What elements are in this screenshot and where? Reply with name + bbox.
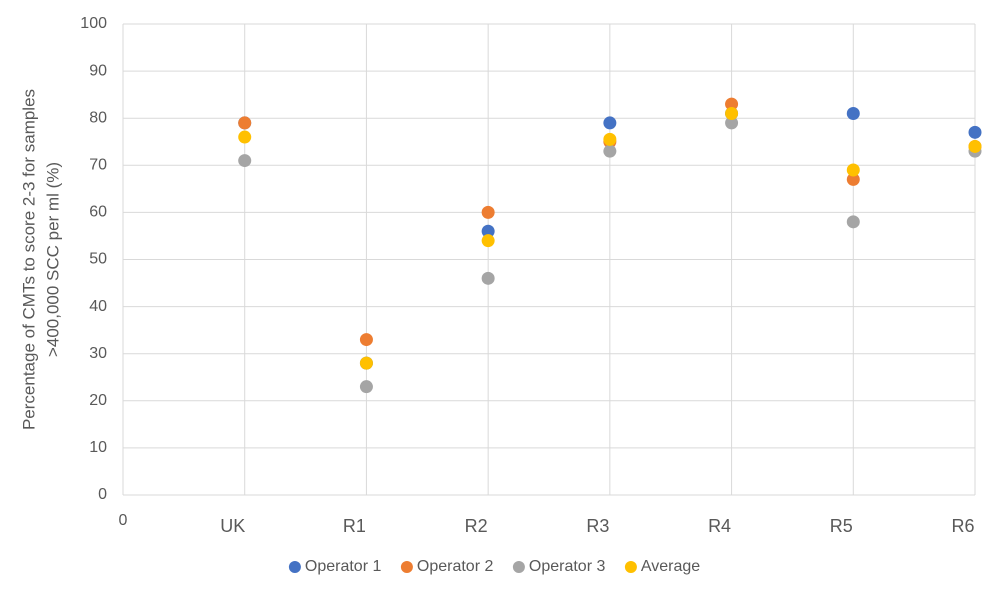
x-tick-label: R5 xyxy=(830,516,853,536)
legend-label: Operator 3 xyxy=(529,558,606,575)
data-point xyxy=(603,132,617,146)
data-point xyxy=(238,116,252,130)
x-tick-label: 0 xyxy=(119,512,128,529)
y-tick-label: 10 xyxy=(89,439,107,456)
y-tick-label: 80 xyxy=(89,109,107,126)
legend-marker xyxy=(400,561,413,573)
data-point xyxy=(968,125,982,139)
data-point xyxy=(725,97,739,111)
legend-marker xyxy=(288,561,301,573)
y-axis-label: Percentage of CMTs to score 2-3 for samp… xyxy=(19,89,38,430)
data-point xyxy=(603,116,617,130)
legend-label: Operator 1 xyxy=(305,558,382,575)
y-tick-label: 0 xyxy=(98,486,107,503)
data-point xyxy=(725,116,739,130)
y-tick-label: 70 xyxy=(89,157,107,174)
data-point xyxy=(481,271,495,285)
data-point xyxy=(481,234,495,248)
data-point xyxy=(238,154,252,168)
data-point xyxy=(359,356,373,370)
data-point xyxy=(238,130,252,144)
data-point xyxy=(725,106,739,120)
legend-marker xyxy=(512,561,525,573)
x-tick-label: R6 xyxy=(951,516,974,536)
data-point xyxy=(846,163,860,177)
legend-label: Average xyxy=(641,558,700,575)
y-tick-label: 30 xyxy=(89,345,107,362)
data-point xyxy=(603,144,617,158)
data-point xyxy=(846,106,860,120)
data-point xyxy=(359,380,373,394)
y-tick-label: 100 xyxy=(80,15,107,32)
x-tick-label: R1 xyxy=(343,516,366,536)
legend-label: Operator 2 xyxy=(417,558,494,575)
data-point xyxy=(846,172,860,186)
x-tick-label: R3 xyxy=(586,516,609,536)
y-tick-label: 60 xyxy=(89,204,107,221)
y-tick-label: 40 xyxy=(89,298,107,315)
x-tick-label: R4 xyxy=(708,516,731,536)
data-point xyxy=(481,224,495,238)
x-tick-label: R2 xyxy=(465,516,488,536)
data-point xyxy=(968,139,982,153)
y-tick-label: 20 xyxy=(89,392,107,409)
y-tick-label: 90 xyxy=(89,62,107,79)
y-axis-label: >400,000 SCC per ml (%) xyxy=(43,162,62,357)
data-point xyxy=(359,333,373,347)
data-point xyxy=(846,215,860,229)
y-tick-label: 50 xyxy=(89,251,107,268)
legend-marker xyxy=(624,561,637,573)
data-point xyxy=(481,205,495,219)
x-tick-label: UK xyxy=(220,516,245,536)
